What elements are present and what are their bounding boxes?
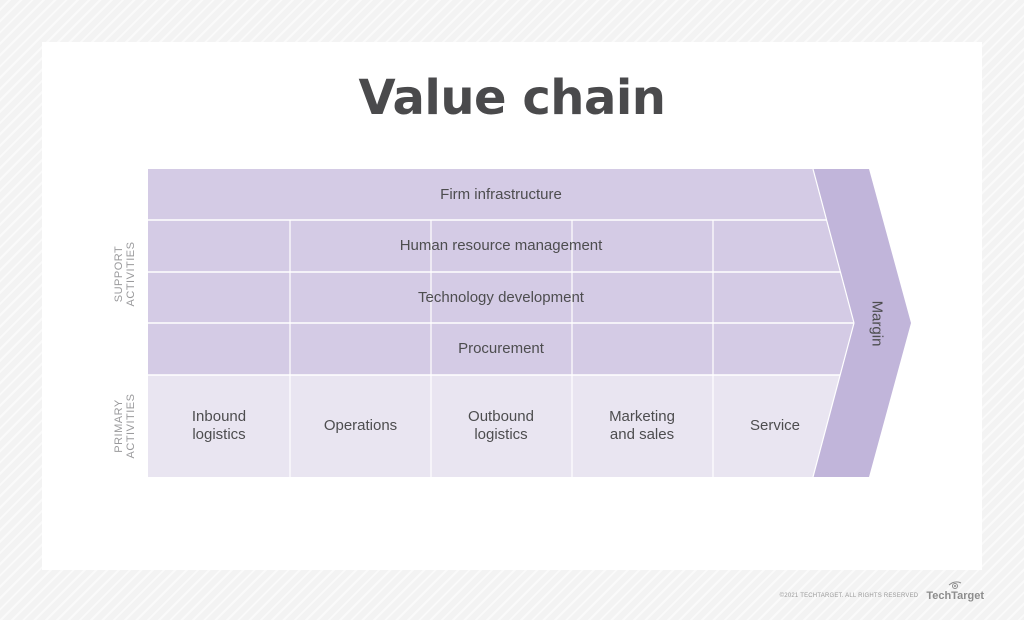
support-activity-human-resource-management: Human resource management	[399, 237, 603, 254]
logo-text: TechTarget	[926, 590, 984, 602]
primary-band	[148, 375, 840, 477]
primary-activity-inbound-logistics: Inbound logistics	[191, 408, 247, 443]
eye-icon	[949, 581, 962, 589]
primary-activity-marketing-and-sales: Marketing and sales	[609, 408, 675, 443]
procurement-band	[148, 323, 854, 375]
support-activities-label: SUPPORT ACTIVITIES	[113, 241, 137, 307]
support-activity-firm-infrastructure: Firm infrastructure	[440, 185, 562, 203]
footer: ©2021 TECHTARGET. ALL RIGHTS RESERVED Te…	[779, 581, 984, 602]
copyright-text: ©2021 TECHTARGET. ALL RIGHTS RESERVED	[779, 593, 919, 599]
support-activity-technology-development: Technology development	[418, 288, 584, 306]
margin-chevron	[813, 169, 911, 477]
primary-activity-outbound-logistics: Outbound logistics	[468, 408, 534, 443]
techtarget-logo: TechTarget	[926, 581, 984, 602]
margin-label: Margin	[868, 300, 886, 347]
primary-activity-service: Service	[749, 417, 801, 434]
diagram-title: Value chain	[358, 70, 666, 126]
margin-edge	[812, 322, 855, 478]
primary-activity-operations: Operations	[323, 417, 398, 434]
primary-activities-label: PRIMARY ACTIVITIES	[113, 393, 137, 459]
support-band	[148, 169, 854, 323]
margin-edge	[812, 168, 855, 324]
support-activity-procurement: Procurement	[458, 340, 544, 357]
